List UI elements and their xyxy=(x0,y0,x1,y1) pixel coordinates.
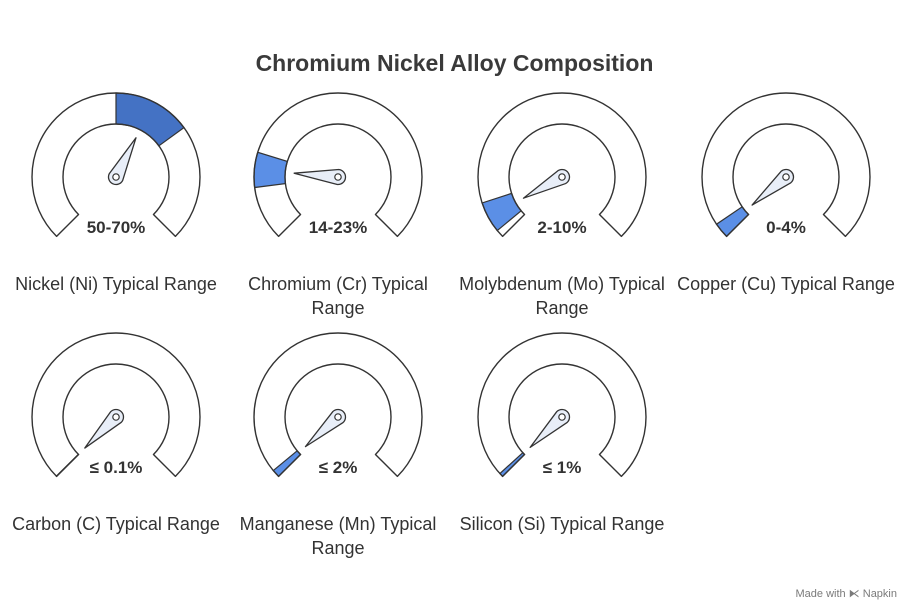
gauge-value-label: ≤ 2% xyxy=(318,458,358,477)
gauge-outline xyxy=(253,92,423,238)
gauge-range-band xyxy=(253,151,289,189)
gauge-outline xyxy=(701,92,871,238)
gauge-needle-pivot xyxy=(334,173,342,181)
gauge-label: Carbon (C) Typical Range xyxy=(12,514,220,534)
gauge-copper: 0-4% Copper (Cu) Typical Range xyxy=(674,92,898,332)
gauge-needle-pivot xyxy=(112,173,120,181)
gauge-needle xyxy=(293,168,347,186)
gauge-needle-pivot xyxy=(558,173,566,181)
gauge-value-label: ≤ 0.1% xyxy=(89,458,143,477)
gauge-outline xyxy=(253,332,423,478)
gauge-silicon: ≤ 1% Silicon (Si) Typical Range xyxy=(450,332,674,572)
chart-title: Chromium Nickel Alloy Composition xyxy=(255,50,654,76)
gauge-dial xyxy=(253,332,423,478)
gauge-dial xyxy=(31,332,201,478)
gauge-dial xyxy=(477,332,647,478)
gauge-molybdenum: 2-10% Molybdenum (Mo) Typical Range xyxy=(450,92,674,332)
gauge-manganese: ≤ 2% Manganese (Mn) Typical Range xyxy=(226,332,450,572)
gauge-outline xyxy=(31,332,201,478)
gauge-value-label: 50-70% xyxy=(86,218,146,237)
gauge-label: Silicon (Si) Typical Range xyxy=(459,514,665,534)
gauge-carbon: ≤ 0.1% Carbon (C) Typical Range xyxy=(4,332,228,572)
gauge-value-label: 2-10% xyxy=(537,218,587,237)
gauge-label: Manganese (Mn) Typical Range xyxy=(239,514,437,558)
gauge-dial xyxy=(253,92,423,238)
gauge-dial xyxy=(31,92,201,238)
gauge-value-label: 14-23% xyxy=(308,218,368,237)
gauge-label: Chromium (Cr) Typical Range xyxy=(248,274,428,318)
gauge-value-label: ≤ 1% xyxy=(542,458,582,477)
gauge-chromium: 14-23% Chromium (Cr) Typical Range xyxy=(226,92,450,332)
napkin-watermark: Made with ⧔ Napkin xyxy=(795,588,898,600)
gauge-label: Nickel (Ni) Typical Range xyxy=(15,274,217,294)
gauge-needle xyxy=(107,137,137,186)
gauge-needle-pivot xyxy=(782,173,790,181)
gauge-nickel: 50-70% Nickel (Ni) Typical Range xyxy=(4,92,228,332)
gauge-needle-pivot xyxy=(558,413,566,421)
gauge-dial xyxy=(477,92,647,238)
gauge-outline xyxy=(31,92,201,238)
gauge-label: Molybdenum (Mo) Typical Range xyxy=(459,274,665,318)
gauge-label: Copper (Cu) Typical Range xyxy=(677,274,895,294)
gauge-outline xyxy=(477,332,647,478)
gauge-outline xyxy=(477,92,647,238)
gauge-needle xyxy=(522,168,571,199)
gauge-needle-pivot xyxy=(334,413,342,421)
gauge-dial xyxy=(701,92,871,238)
gauge-value-label: 0-4% xyxy=(766,218,806,237)
gauge-needle-pivot xyxy=(112,413,120,421)
